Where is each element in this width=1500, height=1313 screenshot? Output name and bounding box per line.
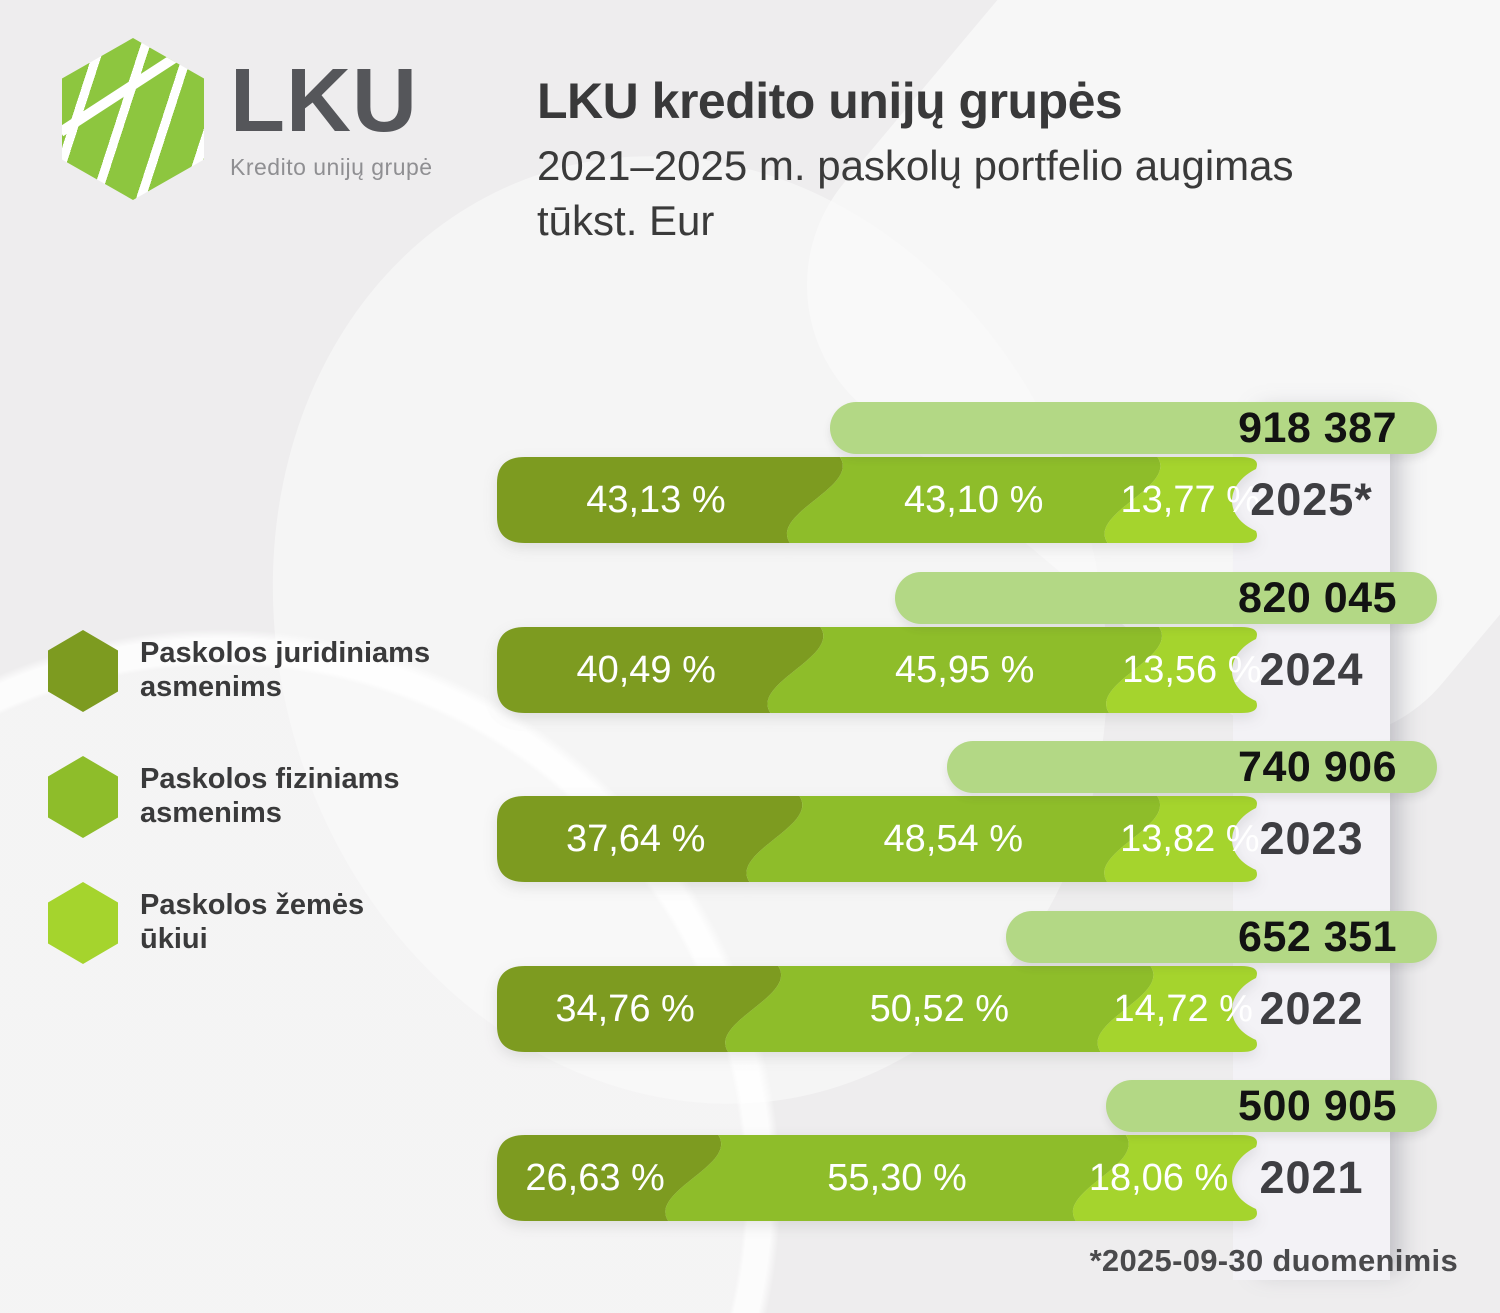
percent-label: 40,49 %: [576, 649, 716, 691]
year-label-2024: 2024: [1259, 644, 1364, 695]
percent-label: 55,30 %: [827, 1157, 967, 1199]
total-value-label: 652 351: [1238, 912, 1397, 961]
percent-label: 50,52 %: [869, 988, 1010, 1030]
lku-logo-wordmark: LKU: [230, 51, 418, 151]
total-bar-2021: 500 905: [1105, 1080, 1437, 1132]
legend-label-line: asmenims: [140, 671, 282, 703]
year-label-2021: 2021: [1259, 1152, 1364, 1203]
chart-title: LKU kredito unijų grupės: [537, 73, 1123, 129]
lku-logo-text: LKU Kredito unijų grupė: [230, 38, 433, 200]
percent-label: 43,13 %: [586, 479, 726, 521]
percent-label: 37,64 %: [565, 818, 706, 860]
year-label-2025: 2025*: [1250, 474, 1373, 525]
year-label-2022: 2022: [1259, 983, 1364, 1034]
total-value-label: 918 387: [1238, 403, 1397, 452]
total-bar-2022: 652 351: [1005, 911, 1437, 963]
lku-logo-hexagon-icon: [62, 38, 204, 200]
legend-item-label: Paskolos juridiniams asmenims: [140, 637, 430, 704]
total-bar-2023: 740 906: [947, 741, 1437, 793]
hexagon-swatch-icon: [48, 630, 118, 712]
legend: Paskolos juridiniams asmenims Paskolos f…: [48, 630, 430, 1008]
lku-logo-tagline: Kredito unijų grupė: [230, 154, 433, 180]
year-label-2023: 2023: [1259, 813, 1364, 864]
chart-subtitle: 2021–2025 m. paskolų portfelio augimas t…: [537, 138, 1487, 249]
percent-label: 26,63 %: [525, 1157, 665, 1199]
total-value-label: 820 045: [1238, 573, 1397, 622]
percent-label: 13,77 %: [1120, 479, 1260, 521]
title-block: LKU kredito unijų grupės 2021–2025 m. pa…: [537, 72, 1487, 249]
lku-logo: LKU Kredito unijų grupė: [62, 38, 433, 200]
chart-subtitle-line1: 2021–2025 m. paskolų portfelio augimas: [537, 142, 1294, 189]
chart-subtitle-line2: tūkst. Eur: [537, 197, 715, 245]
legend-label-line: Paskolos fiziniams: [140, 763, 400, 796]
total-bar-2025: 918 387: [830, 402, 1437, 454]
total-value-label: 500 905: [1238, 1081, 1397, 1130]
total-value-label: 740 906: [1238, 742, 1397, 791]
percent-label: 48,54 %: [883, 818, 1023, 860]
percent-label: 14,72 %: [1113, 988, 1253, 1030]
percent-label: 45,95 %: [895, 649, 1035, 691]
legend-item-label: Paskolos žemės ūkiui: [140, 889, 364, 956]
lku-logo-stripe-gap: [62, 38, 204, 137]
percent-label: 13,56 %: [1122, 649, 1262, 691]
legend-item-zemes-ukiui: Paskolos žemės ūkiui: [48, 882, 430, 964]
legend-item-juridiniams: Paskolos juridiniams asmenims: [48, 630, 430, 712]
percent-label: 18,06 %: [1088, 1157, 1229, 1199]
legend-label-line: ūkiui: [140, 923, 208, 955]
legend-item-label: Paskolos fiziniams asmenims: [140, 763, 400, 830]
percent-label: 13,82 %: [1120, 818, 1260, 860]
percent-label: 34,76 %: [555, 988, 695, 1030]
hexagon-swatch-icon: [48, 756, 118, 838]
legend-label-line: Paskolos žemės: [140, 889, 365, 922]
legend-item-fiziniams: Paskolos fiziniams asmenims: [48, 756, 430, 838]
percent-label: 43,10 %: [903, 479, 1044, 521]
legend-label-line: Paskolos juridiniams: [140, 637, 431, 670]
footnote: *2025-09-30 duomenimis: [1089, 1243, 1458, 1278]
total-bar-2024: 820 045: [894, 572, 1437, 624]
legend-label-line: asmenims: [140, 797, 282, 829]
hexagon-swatch-icon: [48, 882, 118, 964]
